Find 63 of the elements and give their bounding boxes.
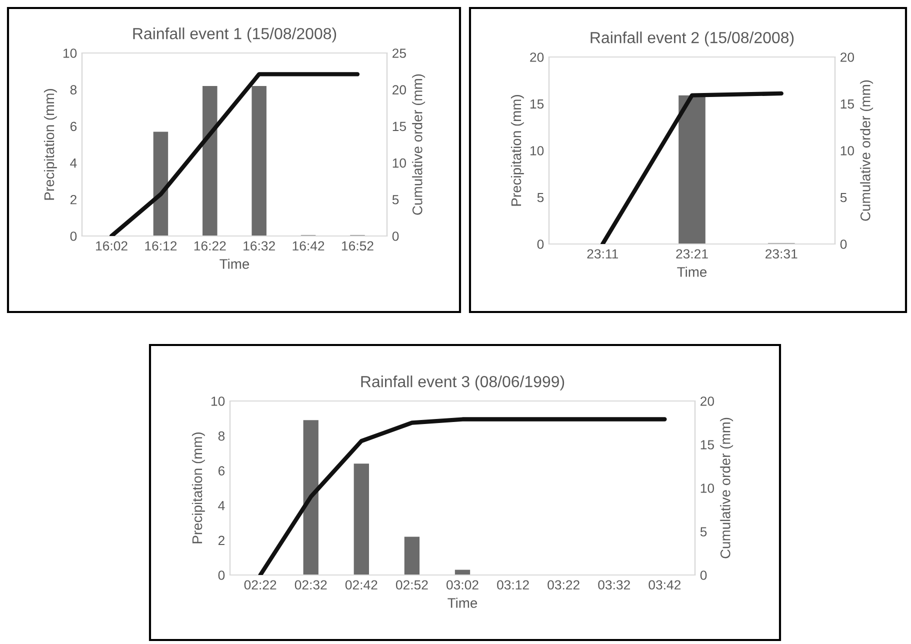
y-tick-label: 6: [70, 122, 77, 132]
y2-tick-label: 15: [392, 122, 406, 132]
y-tick-label: 8: [70, 85, 77, 95]
x-tick-label: 16:52: [342, 241, 374, 251]
y-tick-label: 5: [537, 192, 544, 202]
y2-tick-label: 10: [840, 146, 854, 156]
x-axis-title: Time: [677, 266, 707, 277]
x-tick-label: 03:12: [497, 580, 529, 590]
y-axis-title: Precipitation (mm): [510, 95, 524, 206]
x-tick-label: 03:22: [548, 580, 580, 590]
y-tick-label: 10: [63, 48, 77, 58]
y2-tick-label: 25: [392, 48, 406, 58]
y2-tick-label: 20: [700, 396, 714, 406]
y2-tick-label: 15: [700, 440, 714, 450]
x-tick-label: 16:02: [96, 241, 128, 251]
y2-tick-label: 5: [840, 192, 847, 202]
x-tick-label: 16:42: [292, 241, 324, 251]
x-tick-label: 23:11: [587, 249, 618, 259]
chart-title: Rainfall event 2 (15/08/2008): [590, 32, 794, 46]
y-tick-label: 8: [218, 431, 225, 441]
x-tick-label: 16:22: [194, 241, 226, 251]
y-tick-label: 10: [530, 146, 544, 156]
x-axis-title: Time: [448, 598, 478, 608]
y-tick-label: 2: [218, 536, 224, 545]
y2-tick-label: 5: [700, 527, 707, 536]
x-tick-label: 03:32: [598, 580, 630, 590]
x-tick-label: 03:02: [446, 580, 478, 590]
y-tick-label: 15: [530, 99, 544, 109]
y-tick-label: 0: [70, 232, 77, 241]
y2-tick-label: 20: [840, 52, 854, 62]
x-tick-label: 23:31: [766, 249, 798, 259]
y-tick-label: 0: [218, 570, 225, 580]
y2-tick-label: 0: [700, 570, 707, 580]
y-tick-label: 2: [70, 194, 76, 204]
y-tick-label: 10: [211, 396, 225, 406]
x-tick-label: 16:32: [244, 241, 275, 251]
y-tick-label: 20: [530, 52, 544, 62]
x-tick-label: 23:21: [676, 249, 708, 259]
y2-axis-title: Cumulative order (mm): [412, 74, 426, 215]
y2-tick-label: 5: [392, 195, 399, 204]
x-axis-title: Time: [220, 258, 250, 269]
x-tick-label: 16:12: [145, 241, 177, 251]
chart-title: Rainfall event 3 (08/06/1999): [361, 376, 564, 390]
x-tick-label: 02:22: [244, 580, 276, 590]
y-axis-title: Precipitation (mm): [192, 432, 205, 544]
y2-tick-label: 0: [392, 232, 399, 241]
x-tick-label: 02:52: [396, 580, 428, 590]
y2-tick-label: 20: [392, 85, 406, 95]
chart-title: Rainfall event 1 (15/08/2008): [133, 28, 336, 42]
y-axis-title: Precipitation (mm): [44, 89, 57, 200]
y2-tick-label: 0: [840, 240, 847, 249]
y-tick-label: 0: [537, 240, 544, 249]
y-tick-label: 4: [218, 501, 225, 510]
y2-axis-title: Cumulative order (mm): [860, 80, 874, 221]
y-tick-label: 4: [70, 158, 77, 168]
y2-tick-label: 10: [392, 158, 406, 168]
y2-tick-label: 15: [840, 99, 854, 109]
x-tick-label: 02:42: [345, 580, 378, 590]
y-tick-label: 6: [218, 466, 225, 476]
y2-tick-label: 10: [700, 484, 714, 493]
x-tick-label: 02:32: [294, 580, 327, 590]
y2-axis-title: Cumulative order (mm): [720, 418, 734, 558]
x-tick-label: 03:42: [648, 580, 681, 590]
